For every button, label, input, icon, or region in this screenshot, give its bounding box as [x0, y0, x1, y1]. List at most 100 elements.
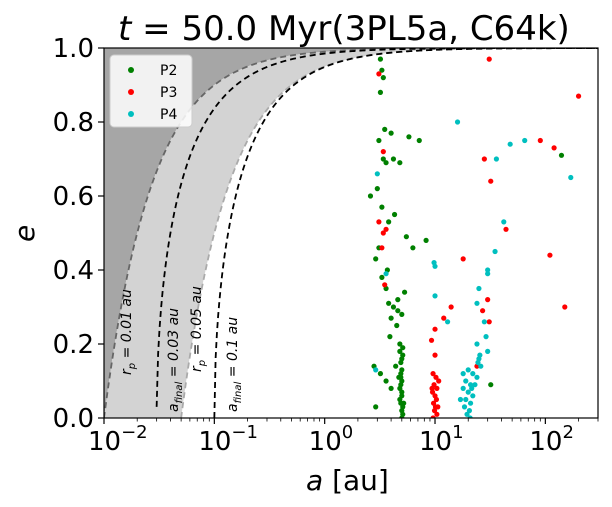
- point-p4-29: [470, 393, 476, 399]
- point-p3-12: [460, 256, 466, 262]
- point-p4-41: [475, 359, 481, 366]
- point-p3-14: [379, 245, 385, 251]
- point-p3-20: [486, 319, 492, 325]
- point-p3-10: [383, 226, 389, 232]
- point-p4-16: [476, 285, 482, 292]
- legend: P2 P3 P4: [109, 54, 193, 128]
- point-p3-22: [480, 308, 486, 314]
- point-p4-8: [501, 219, 507, 225]
- point-p4-9: [492, 248, 498, 255]
- curve-annotations: rp = 0.01 au afinal = 0.03 au rp = 0.05 …: [119, 286, 244, 412]
- point-p3-5: [488, 178, 494, 184]
- point-p2-32: [387, 334, 393, 340]
- point-p4-7: [432, 263, 438, 269]
- point-p4-12: [383, 271, 389, 277]
- point-p4-24: [470, 371, 476, 377]
- point-p4-5: [374, 171, 380, 177]
- legend-marker-p3: [128, 89, 134, 95]
- point-p4-19: [485, 348, 491, 354]
- point-p3-16: [448, 304, 454, 310]
- point-p2-24: [379, 274, 385, 280]
- point-p2-14: [367, 193, 374, 199]
- point-p4-10: [485, 271, 491, 277]
- annotation-afinal-003: afinal = 0.03 au: [166, 308, 185, 412]
- y-tick-label-1: 0.2: [53, 330, 94, 360]
- point-p3-8: [376, 219, 382, 225]
- point-p2-21: [403, 234, 409, 240]
- point-p2-4: [382, 126, 388, 132]
- point-p4-42: [477, 352, 483, 358]
- point-p2-5: [376, 137, 382, 144]
- y-axis-label: e: [8, 225, 41, 242]
- point-p4-4: [568, 174, 574, 181]
- point-p2-19: [373, 256, 379, 262]
- point-p2-23: [410, 245, 416, 251]
- point-p4-15: [474, 300, 480, 306]
- point-p2-16: [391, 211, 398, 218]
- point-p3-15: [382, 282, 388, 288]
- point-p2-60: [401, 400, 407, 406]
- point-p2-28: [395, 308, 401, 314]
- x-tick-label-1: 10−1: [198, 422, 258, 457]
- point-p2-40: [393, 363, 399, 369]
- legend-marker-p2: [128, 67, 134, 73]
- point-p2-13: [374, 186, 380, 192]
- point-p3-3: [380, 149, 386, 155]
- point-p3-18: [432, 326, 438, 332]
- point-p4-34: [464, 411, 470, 417]
- legend-label-p3: P3: [160, 85, 177, 101]
- point-p2-26: [386, 300, 392, 306]
- point-p4-0: [454, 119, 461, 125]
- point-p2-17: [386, 219, 392, 225]
- x-tick-label-0: 10−2: [88, 422, 148, 457]
- point-p4-2: [507, 141, 513, 147]
- point-p4-27: [460, 385, 466, 391]
- point-p2-33: [401, 289, 408, 295]
- point-p4-22: [478, 363, 484, 369]
- point-p3-6: [537, 137, 543, 144]
- point-p4-31: [467, 400, 474, 406]
- point-p4-30: [463, 396, 469, 403]
- point-p2-15: [379, 204, 385, 210]
- point-p3-0: [486, 56, 492, 62]
- annotation-rp-005: rp = 0.05 au: [189, 286, 208, 372]
- point-p4-43: [469, 385, 475, 391]
- point-p4-33: [466, 408, 473, 414]
- point-p2-59: [397, 341, 403, 347]
- point-p2-53: [397, 396, 403, 403]
- point-p2-9: [388, 130, 394, 136]
- point-p4-20: [474, 341, 480, 347]
- point-p3-25: [430, 371, 436, 377]
- point-p4-3: [522, 137, 528, 144]
- point-p2-7: [383, 160, 389, 166]
- point-p4-18: [483, 334, 489, 340]
- point-p4-32: [461, 404, 468, 410]
- y-tick-label-3: 0.6: [53, 182, 94, 212]
- point-p4-23: [465, 367, 471, 373]
- point-p2-38: [388, 385, 394, 391]
- point-p4-25: [463, 378, 469, 384]
- point-p2-29: [399, 311, 405, 317]
- legend-box: [109, 54, 193, 128]
- point-p2-62: [396, 374, 402, 380]
- point-p3-38: [429, 385, 435, 391]
- point-p3-36: [430, 415, 436, 418]
- point-p3-37: [436, 378, 442, 384]
- legend-label-p2: P2: [160, 63, 177, 79]
- point-p4-13: [432, 293, 438, 299]
- point-p3-4: [481, 156, 487, 162]
- x-tick-label-3: 101: [419, 422, 464, 457]
- annotation-rp-001: rp = 0.01 au: [119, 289, 138, 375]
- point-p3-2: [376, 71, 382, 77]
- point-p4-28: [465, 389, 471, 395]
- point-p4-38: [474, 374, 480, 380]
- point-p4-14: [444, 319, 451, 325]
- point-p3-39: [435, 404, 441, 410]
- point-p2-2: [380, 75, 386, 81]
- point-p3-28: [434, 385, 440, 391]
- point-p3-34: [431, 408, 438, 414]
- point-p2-31: [394, 322, 400, 329]
- point-p3-13: [547, 252, 553, 258]
- point-p2-54: [399, 389, 405, 395]
